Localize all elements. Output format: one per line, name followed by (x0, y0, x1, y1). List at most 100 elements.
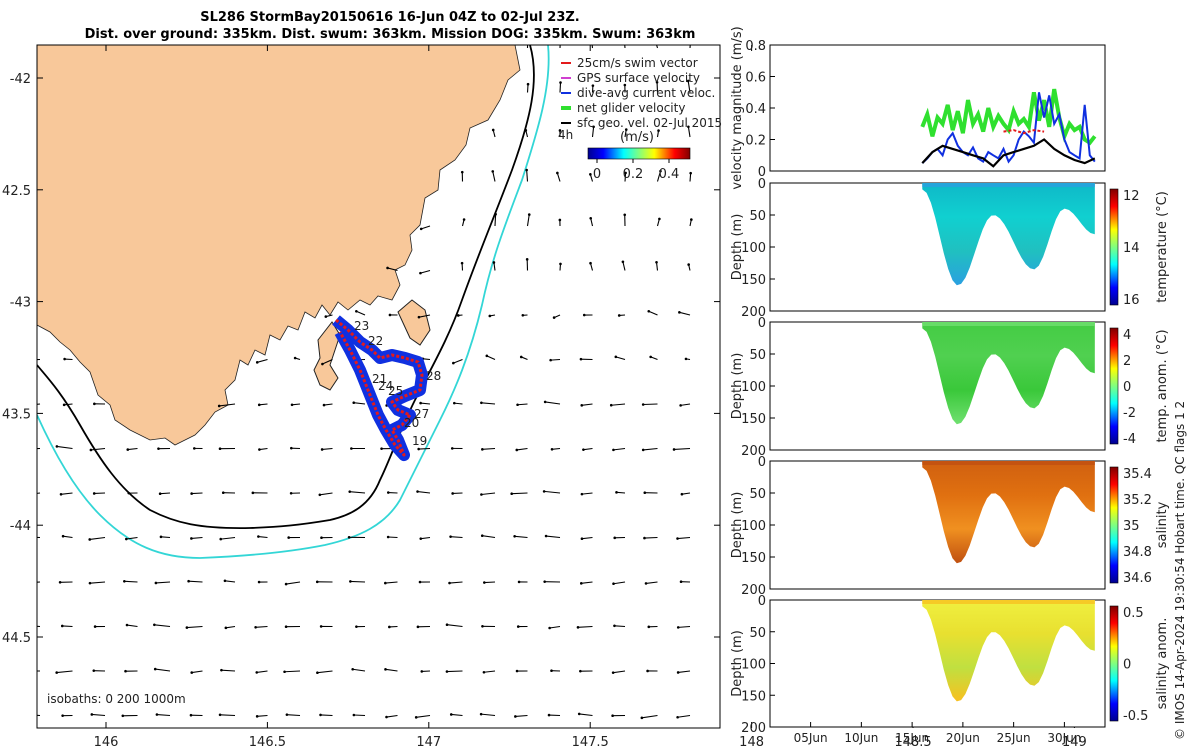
current-vector-head (589, 261, 592, 265)
current-vector-head (543, 400, 547, 404)
current-vector-head (623, 213, 627, 217)
colorbar-tick: 2 (1123, 354, 1131, 369)
current-vector (160, 492, 171, 495)
colorbar-label: temp. anom. (°C) (1155, 329, 1170, 442)
y-tick: 0 (758, 177, 766, 192)
current-vector (91, 713, 106, 717)
current-vector-head (255, 671, 259, 674)
current-vector (581, 536, 593, 540)
current-vector-head (679, 404, 682, 407)
current-vector-head (451, 492, 454, 495)
current-vector (286, 714, 301, 717)
current-vector (613, 447, 626, 451)
current-vector-head (558, 129, 562, 132)
current-vector (545, 401, 561, 405)
current-vector-head (153, 667, 157, 671)
current-vector-head (254, 625, 257, 629)
current-vector-head (355, 309, 358, 313)
current-vector-head (414, 716, 418, 719)
current-vector-head (126, 448, 130, 451)
current-vector (257, 714, 268, 717)
current-vector-head (480, 401, 483, 405)
current-vector (526, 214, 530, 227)
current-vector (616, 491, 626, 494)
current-vector-head (386, 535, 390, 539)
current-vector (220, 536, 236, 540)
current-vector-head (526, 82, 530, 86)
current-vector-head (255, 715, 259, 718)
current-vector (641, 714, 658, 719)
current-vector (418, 314, 431, 318)
current-vector (648, 310, 658, 316)
current-vector-head (611, 671, 615, 674)
temperature-anomaly-panel: 0 50 100 150 200 Depth (m) 4 2 0 -2 -4 temp. anom. … (730, 316, 1170, 459)
current-vector-head (485, 354, 489, 358)
current-vector-head (419, 537, 423, 540)
current-vector-head (193, 447, 196, 450)
current-vector-head (556, 171, 559, 175)
current-vector-head (519, 355, 523, 359)
current-vector (678, 625, 691, 628)
surface-band (922, 322, 1095, 326)
current-vector-head (643, 491, 647, 495)
current-vector (420, 536, 431, 540)
current-vector (421, 225, 431, 230)
land-peninsula (313, 321, 341, 391)
current-vector-head (462, 218, 466, 221)
current-vector (89, 536, 106, 540)
colorbar-tick: 0.4 (659, 167, 680, 182)
current-vector-head (324, 315, 328, 318)
current-vector-head (348, 490, 352, 493)
current-vector-head (547, 713, 551, 717)
current-vector-head (491, 128, 495, 132)
current-vector (418, 447, 431, 450)
current-vector-head (93, 625, 97, 628)
current-vector (677, 714, 691, 718)
current-vector (37, 403, 41, 405)
current-vector-head (322, 403, 326, 407)
current-vector (581, 492, 593, 495)
current-vector-head (420, 670, 424, 673)
current-vector-head (543, 580, 546, 583)
current-vector (645, 581, 658, 584)
current-vector (484, 581, 496, 584)
current-vector-head (580, 537, 584, 541)
current-vector (350, 580, 366, 583)
current-vector (353, 402, 366, 405)
current-vector (656, 45, 659, 49)
current-vector (590, 218, 594, 227)
chart-title-line2: Dist. over ground: 335km. Dist. swum: 36… (84, 27, 696, 42)
current-vector (549, 625, 561, 629)
day-marker: 24 (378, 379, 393, 393)
current-vector (453, 358, 463, 364)
current-vector (124, 580, 138, 583)
land-island (397, 299, 431, 346)
colorbar-label: salinity anom. (1155, 618, 1170, 710)
current-vector-head (524, 129, 528, 132)
map-x-tick: 148.5 (894, 735, 931, 750)
current-vector-head (644, 582, 648, 585)
current-vector-head (491, 170, 495, 173)
current-vector-head (153, 623, 156, 627)
legend-label: sfc geo. vel. 02-Jul 2015 (577, 116, 722, 130)
map-y-tick: 42.5 (2, 184, 31, 199)
current-vector-head (284, 582, 288, 586)
y-tick: 50 (749, 209, 766, 224)
current-vector-head (449, 535, 452, 538)
current-vector-head (647, 309, 651, 313)
y-tick: 200 (741, 305, 766, 320)
current-vector-head (283, 670, 286, 674)
current-vector-head (384, 668, 387, 671)
current-vector-head (686, 79, 690, 83)
section-colorbar (1109, 327, 1119, 445)
current-vector-head (521, 313, 525, 317)
section-colorbar (1109, 466, 1119, 584)
y-tick: 0 (758, 316, 766, 331)
surface-band (922, 461, 1095, 465)
current-vector-head (678, 311, 681, 314)
speed-colorbar (587, 147, 691, 160)
current-vector (60, 492, 73, 495)
current-vector-head (516, 625, 520, 628)
current-vector-head (448, 581, 451, 585)
current-vector-head (88, 581, 92, 585)
